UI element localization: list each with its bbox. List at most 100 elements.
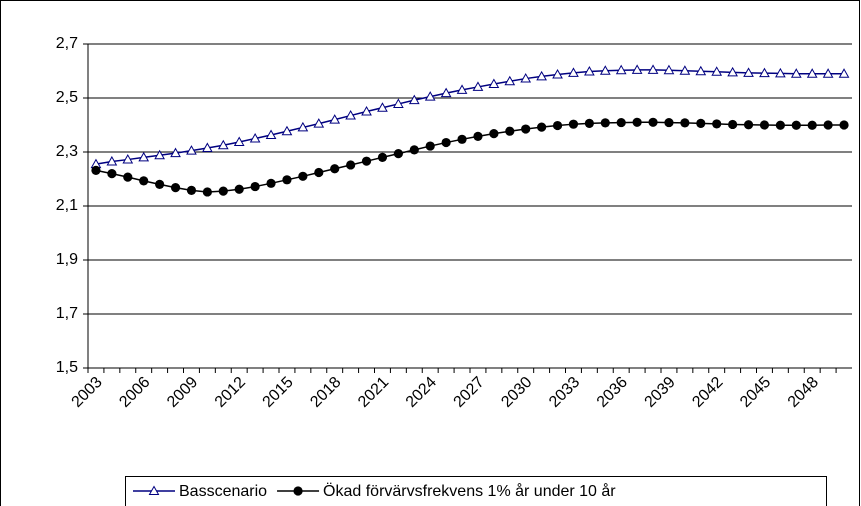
data-point <box>345 110 356 120</box>
data-point <box>520 73 532 83</box>
legend-label: Basscenario <box>179 483 267 500</box>
data-point <box>139 176 149 186</box>
data-point <box>488 78 500 88</box>
data-point <box>631 64 643 74</box>
data-point <box>281 125 293 136</box>
data-point <box>250 181 260 192</box>
y-tick-label: 2,5 <box>56 89 78 106</box>
legend-marker <box>293 486 303 496</box>
data-point <box>170 183 181 193</box>
data-point <box>155 179 165 189</box>
data-point <box>154 149 165 160</box>
data-point <box>489 129 499 139</box>
data-point <box>806 68 818 78</box>
data-point <box>743 120 754 130</box>
data-point <box>393 149 403 159</box>
data-point <box>521 124 531 134</box>
data-point <box>122 154 134 164</box>
data-point <box>648 117 658 127</box>
data-point <box>584 66 595 76</box>
data-point <box>457 134 467 144</box>
data-point <box>680 118 690 128</box>
data-point <box>107 169 117 179</box>
data-point <box>823 120 833 130</box>
data-point <box>408 94 420 105</box>
data-point <box>759 120 770 130</box>
data-point <box>202 142 213 152</box>
legend-box <box>125 476 827 506</box>
data-point <box>568 67 579 77</box>
y-tick-label: 1,9 <box>56 251 78 268</box>
data-point <box>839 120 849 130</box>
data-point <box>584 118 594 128</box>
data-point <box>456 84 468 94</box>
data-point <box>712 119 722 129</box>
data-point <box>233 136 245 147</box>
data-point <box>728 119 738 130</box>
data-point <box>138 151 150 162</box>
data-point <box>265 129 277 139</box>
data-point <box>695 65 707 76</box>
data-point <box>743 67 754 77</box>
data-point <box>218 186 228 196</box>
data-point <box>361 156 372 166</box>
data-point <box>297 121 309 132</box>
data-point <box>696 118 706 128</box>
data-point <box>234 184 244 194</box>
data-point <box>346 160 356 170</box>
data-point <box>282 175 292 185</box>
data-point <box>123 172 133 182</box>
data-point <box>505 126 515 136</box>
data-point <box>249 132 261 143</box>
data-point <box>647 64 659 74</box>
data-point <box>600 118 610 128</box>
y-tick-label: 1,5 <box>56 359 78 376</box>
data-point <box>314 167 324 178</box>
data-point <box>441 137 451 148</box>
data-point <box>552 68 563 79</box>
data-point <box>91 165 101 175</box>
data-point <box>711 66 723 76</box>
data-point <box>632 117 642 127</box>
data-point <box>313 118 325 128</box>
data-point <box>679 65 691 75</box>
data-point <box>202 187 212 197</box>
data-point <box>599 65 611 75</box>
y-tick-label: 1,7 <box>56 305 78 322</box>
data-point <box>664 117 674 128</box>
legend-label: Ökad förvärvsfrekvens 1% år under 10 år <box>323 482 616 500</box>
data-point <box>440 87 452 98</box>
data-point <box>615 64 627 75</box>
data-point <box>472 81 484 91</box>
data-point <box>409 145 419 155</box>
data-point <box>170 147 181 158</box>
data-point <box>537 122 547 132</box>
data-point <box>727 66 738 77</box>
data-point <box>424 91 436 101</box>
data-point <box>393 98 404 108</box>
data-point <box>775 120 785 130</box>
y-tick-label: 2,3 <box>56 143 78 160</box>
data-point <box>663 64 675 75</box>
y-tick-label: 2,7 <box>56 35 78 52</box>
data-point <box>329 114 341 124</box>
data-point <box>377 102 388 112</box>
data-point <box>791 120 801 130</box>
data-point <box>790 68 802 78</box>
data-point <box>504 75 516 86</box>
data-point <box>106 155 118 166</box>
data-point <box>822 68 834 78</box>
data-point <box>361 105 372 116</box>
data-point <box>616 117 626 128</box>
data-point <box>298 171 308 181</box>
data-point <box>759 67 770 78</box>
data-point <box>186 145 197 155</box>
data-point <box>473 131 483 141</box>
data-point <box>330 164 340 174</box>
data-point <box>552 120 563 131</box>
legend: Basscenario Ökad förvärvsfrekvens 1% år u… <box>125 476 827 506</box>
data-point <box>838 68 850 78</box>
data-point <box>217 139 229 150</box>
